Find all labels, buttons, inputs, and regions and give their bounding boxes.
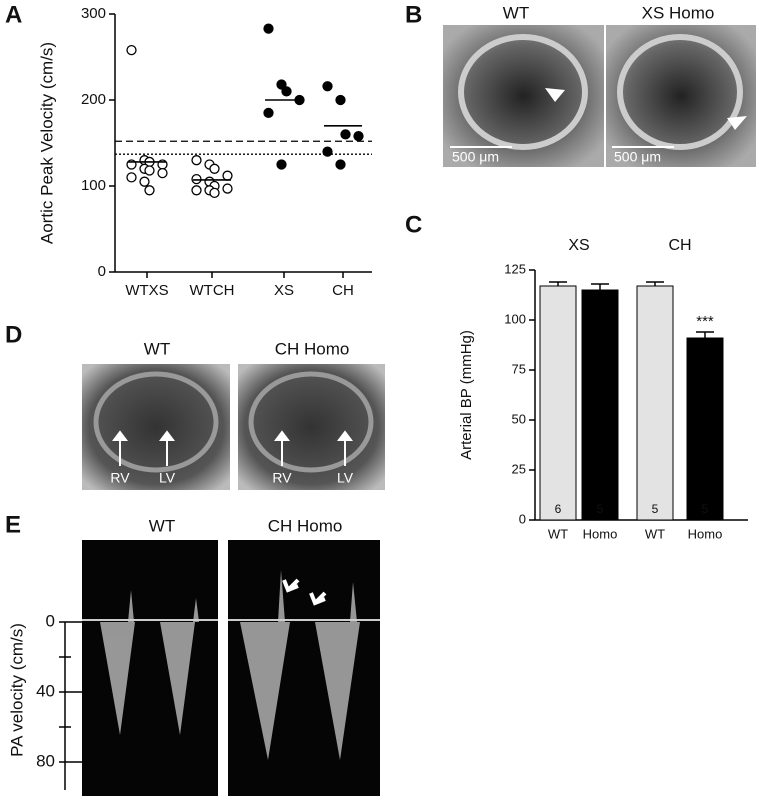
group-label: XS <box>568 237 589 254</box>
x-tick-label: WTXS <box>125 282 168 299</box>
x-tick-label: WT <box>645 526 665 541</box>
data-point <box>126 44 137 56</box>
data-point <box>191 185 202 196</box>
panel-label: C <box>405 211 422 238</box>
sem-image <box>606 25 756 167</box>
y-tick-label: 0 <box>98 263 106 280</box>
heart-wall <box>93 371 219 473</box>
image-title: WT <box>503 3 529 22</box>
image-title: XS Homo <box>642 3 715 22</box>
heart-wall <box>248 371 374 473</box>
heart-wall <box>458 34 588 150</box>
panel-label: D <box>5 321 22 348</box>
data-point <box>126 172 137 183</box>
data-point <box>335 94 346 106</box>
x-tick-label: Homo <box>583 526 618 541</box>
data-point <box>340 129 351 140</box>
arrow-label: RV <box>272 470 292 486</box>
scale-label: 500 μm <box>614 149 661 165</box>
y-tick-label: 25 <box>512 461 526 476</box>
data-point <box>276 79 287 90</box>
doppler-image <box>82 540 218 796</box>
n-label: 5 <box>597 502 604 516</box>
data-point <box>157 167 168 179</box>
y-tick-label: 40 <box>36 681 55 700</box>
data-point <box>263 23 274 34</box>
data-point <box>222 170 233 181</box>
data-point <box>139 176 150 187</box>
x-tick-label: XS <box>274 282 294 299</box>
data-point <box>144 185 155 196</box>
n-label: 6 <box>555 502 562 516</box>
data-point <box>263 107 274 119</box>
n-label: 5 <box>702 502 709 516</box>
arrowhead <box>545 88 565 102</box>
arrowhead <box>727 116 747 130</box>
y-tick-label: 75 <box>512 361 526 376</box>
image-title: WT <box>144 339 170 358</box>
data-point <box>276 159 287 170</box>
panel-label: B <box>405 1 422 28</box>
data-point <box>335 159 346 170</box>
y-tick-label: 300 <box>81 5 106 22</box>
y-tick-label: 200 <box>81 91 106 108</box>
arrow <box>282 578 300 593</box>
data-point <box>353 130 364 142</box>
image-title: WT <box>149 516 175 535</box>
panel-label: E <box>5 511 21 538</box>
group-label: CH <box>668 237 691 254</box>
bar <box>581 289 619 521</box>
doppler-signal <box>100 570 360 760</box>
data-point <box>144 165 155 176</box>
scale-label: 500 μm <box>452 149 499 165</box>
y-tick-label: 0 <box>519 511 526 526</box>
image-title: CH Homo <box>268 516 343 535</box>
sem-image <box>443 25 604 167</box>
x-tick-label: CH <box>332 282 354 299</box>
y-tick-label: 50 <box>512 411 526 426</box>
data-point <box>222 183 233 194</box>
y-tick-label: 0 <box>46 611 55 630</box>
x-tick-label: WTCH <box>190 282 235 299</box>
n-label: 5 <box>652 502 659 516</box>
y-axis-label: Arterial BP (mmHg) <box>458 330 475 460</box>
panel-label: A <box>5 1 22 28</box>
data-point <box>322 81 333 92</box>
x-tick-label: Homo <box>688 526 723 541</box>
data-point <box>191 173 202 185</box>
bar <box>539 285 577 521</box>
y-tick-label: 80 <box>36 751 55 770</box>
arrow-label: LV <box>159 470 176 486</box>
x-tick-label: WT <box>548 526 568 541</box>
significance: *** <box>696 313 714 330</box>
arrow-label: LV <box>337 470 354 486</box>
arrow-label: RV <box>110 470 130 486</box>
bar <box>686 337 724 521</box>
y-tick-label: 125 <box>504 261 526 276</box>
image-title: CH Homo <box>275 339 350 358</box>
y-tick-label: 100 <box>81 177 106 194</box>
y-axis-label: PA velocity (cm/s) <box>7 623 26 757</box>
bar <box>636 285 674 521</box>
heart-wall <box>617 34 743 150</box>
arrows <box>112 430 353 466</box>
data-point <box>191 155 202 166</box>
data-point <box>209 187 220 199</box>
data-point <box>281 86 292 97</box>
arrow <box>309 591 327 606</box>
data-point <box>322 146 333 157</box>
y-tick-label: 100 <box>504 311 526 326</box>
data-point <box>209 163 220 174</box>
y-axis-label: Aortic Peak Velocity (cm/s) <box>37 42 56 244</box>
